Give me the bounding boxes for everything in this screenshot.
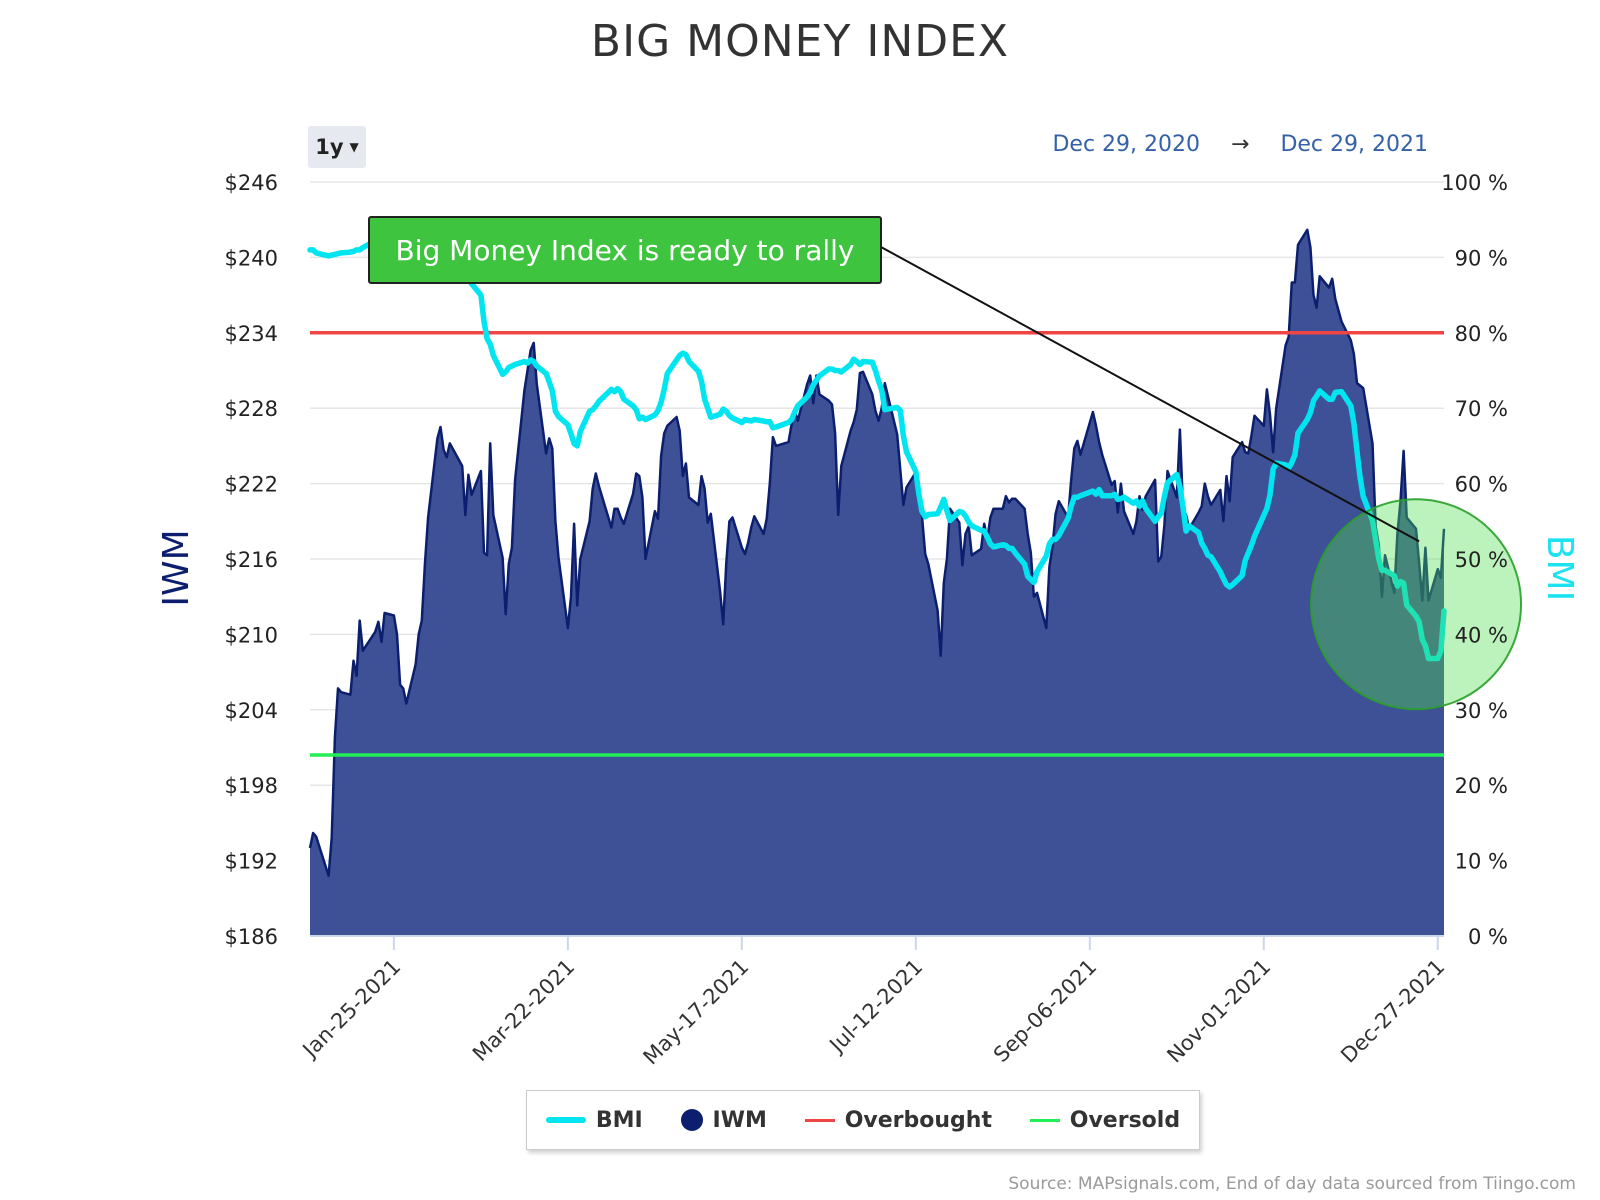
y-right-tick-label: 80 %: [1455, 322, 1508, 346]
legend-label: IWM: [712, 1107, 767, 1133]
iwm-line: [308, 228, 1446, 877]
annotation-text: Big Money Index is ready to rally: [396, 234, 855, 267]
y-left-tick-label: $234: [225, 322, 278, 346]
annotation-box: [368, 216, 882, 284]
x-tick-label: Dec-27-2021: [1336, 955, 1449, 1068]
y-left-tick-label: $198: [225, 774, 278, 798]
annotation: Big Money Index is ready to rally: [368, 216, 1420, 543]
y-right-tick-label: 0 %: [1468, 925, 1508, 949]
y-left-tick-label: $228: [225, 397, 278, 421]
y-right-tick-label: 70 %: [1455, 397, 1508, 421]
annotation-pointer: [880, 246, 1420, 543]
y-right-axis-title: BMI: [1539, 535, 1580, 601]
legend-label: BMI: [595, 1107, 643, 1133]
y-right-tick-label: 90 %: [1455, 246, 1508, 270]
range-selector-label: 1y: [315, 135, 344, 159]
legend-symbol-oversold: [1029, 1118, 1060, 1122]
y-right-tick-label: 20 %: [1455, 774, 1508, 798]
y-left-tick-label: $186: [225, 925, 278, 949]
legend-label: Oversold: [1069, 1107, 1181, 1133]
iwm-area-fill: [310, 229, 1444, 937]
y-left-axis-title: IWM: [156, 529, 197, 606]
legend: BMI IWM Overbought Oversold: [526, 1090, 1200, 1150]
y-left-tick-label: $204: [225, 699, 278, 723]
y-right-tick-label: 40 %: [1455, 623, 1508, 647]
y-left-tick-label: $210: [225, 623, 278, 647]
x-tick-label: Sep-06-2021: [989, 955, 1101, 1067]
range-selector[interactable]: 1y ▼: [308, 126, 366, 168]
iwm-area: [308, 228, 1446, 937]
legend-item-bmi[interactable]: BMI: [545, 1107, 643, 1133]
y-right-tick-label: 10 %: [1455, 850, 1508, 874]
bmi-series: [307, 232, 1447, 662]
source-credit: Source: MAPsignals.com, End of day data …: [1008, 1174, 1576, 1194]
x-tick-label: Jul-12-2021: [824, 955, 928, 1059]
date-from[interactable]: Dec 29, 2020: [1052, 132, 1201, 157]
x-tick-label: May-17-2021: [639, 955, 754, 1070]
reference-lines: [310, 331, 1444, 757]
highlight-circle: [1310, 498, 1523, 711]
y-left-tick-label: $240: [225, 246, 278, 270]
y-right-tick-label: 30 %: [1455, 699, 1508, 723]
date-range: Dec 29, 2020 → Dec 29, 2021: [1046, 132, 1434, 157]
legend-item-overbought[interactable]: Overbought: [804, 1107, 992, 1133]
arrow-right-icon: →: [1231, 132, 1250, 157]
x-tick-label: Jan-25-2021: [297, 955, 406, 1064]
x-tick-label: Mar-22-2021: [468, 955, 579, 1066]
x-tick-label: Nov-01-2021: [1162, 955, 1275, 1068]
y-right-tick-label: 50 %: [1455, 548, 1508, 572]
legend-symbol-bmi: [545, 1117, 586, 1123]
y-left-tick-label: $216: [225, 548, 278, 572]
y-right-tick-label: 100 %: [1441, 171, 1508, 195]
y-left-tick-label: $192: [225, 850, 278, 874]
bmi-line: [307, 232, 1447, 662]
legend-item-oversold[interactable]: Oversold: [1029, 1107, 1181, 1133]
legend-label: Overbought: [844, 1107, 992, 1133]
highlight: [1310, 498, 1523, 711]
legend-item-iwm[interactable]: IWM: [680, 1107, 767, 1133]
y-right-tick-label: 60 %: [1455, 473, 1508, 497]
chart-title: BIG MONEY INDEX: [590, 16, 1010, 67]
legend-symbol-iwm: [680, 1109, 703, 1131]
y-left-tick-label: $222: [225, 473, 278, 497]
caret-down-icon: ▼: [349, 140, 359, 154]
legend-symbol-overbought: [804, 1118, 835, 1122]
date-to[interactable]: Dec 29, 2021: [1280, 132, 1428, 157]
y-left-tick-label: $246: [225, 171, 278, 195]
